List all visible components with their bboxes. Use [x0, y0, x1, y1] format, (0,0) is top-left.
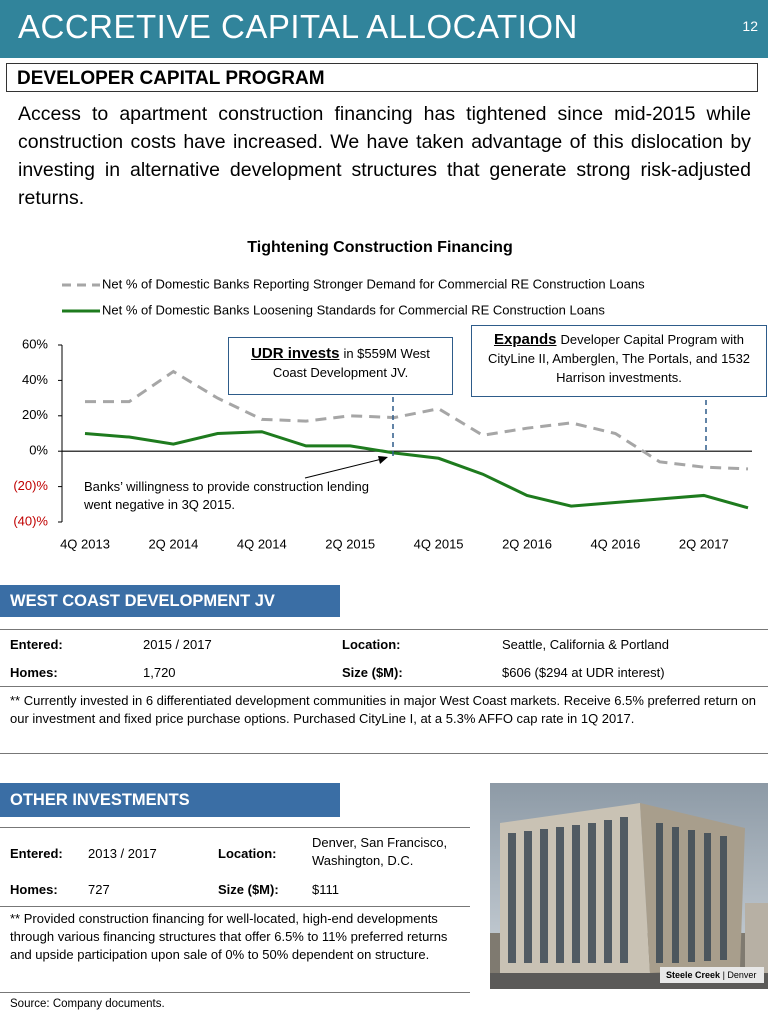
- callout-text: in $559M West Coast Development JV.: [272, 346, 430, 380]
- header-title: ACCRETIVE CAPITAL ALLOCATION: [18, 8, 578, 45]
- caption-rest: | Denver: [723, 970, 757, 980]
- note: ** Currently invested in 6 differentiate…: [10, 693, 756, 726]
- cell-value: 1,720: [143, 665, 176, 680]
- y-tick-label: 0%: [29, 443, 48, 458]
- cell-value: 2013 / 2017: [88, 846, 157, 861]
- x-tick-label: 4Q 2014: [237, 536, 287, 551]
- cell-value: 2015 / 2017: [143, 637, 212, 652]
- cell-label: Size ($M):: [218, 882, 279, 897]
- x-tick-label: 2Q 2017: [679, 536, 729, 551]
- rule: [0, 629, 768, 630]
- rule: [0, 992, 470, 993]
- arrow-shaft: [304, 458, 383, 479]
- callout-bold: Expands: [493, 331, 557, 348]
- series-line: [84, 430, 749, 510]
- x-tick-label: 4Q 2015: [414, 536, 464, 551]
- cell-label: Location:: [218, 846, 277, 861]
- source: Source: Company documents.: [10, 998, 165, 1010]
- cell-value: $606 ($294 at UDR interest): [502, 665, 665, 680]
- caption-bold: Steele Creek: [666, 970, 721, 980]
- rule: [0, 753, 768, 754]
- section-body: Access to apartment construction financi…: [18, 103, 751, 209]
- header-bar: [0, 0, 768, 58]
- photo: Steele Creek | Denver: [490, 783, 768, 989]
- cell-value: Seattle, California & Portland: [502, 637, 669, 652]
- cell-label: Homes:: [10, 665, 58, 680]
- callout: UDR invests in $559M West Coast Developme…: [228, 337, 453, 395]
- cell-label: Size ($M):: [342, 665, 403, 680]
- rule: [0, 906, 470, 907]
- chart: Tightening Construction Financing Net % o…: [13, 239, 752, 551]
- cell-label: Location:: [342, 637, 401, 652]
- cell-value: $111: [312, 882, 339, 897]
- note: ** Provided construction financing for w…: [10, 911, 448, 962]
- x-tick-label: 2Q 2015: [325, 536, 375, 551]
- chart-title: Tightening Construction Financing: [247, 239, 512, 256]
- photo-caption: Steele Creek | Denver: [666, 970, 756, 980]
- legend-label: Net % of Domestic Banks Reporting Strong…: [102, 276, 645, 291]
- x-tick-label: 4Q 2013: [60, 536, 110, 551]
- y-tick-label: (20)%: [13, 478, 48, 493]
- legend-label: Net % of Domestic Banks Loosening Standa…: [102, 302, 605, 317]
- x-tick-label: 2Q 2016: [502, 536, 552, 551]
- cell-label: Entered:: [10, 637, 63, 652]
- cell-value: Denver, San Francisco, Washington, D.C.: [312, 835, 448, 868]
- rule: [0, 827, 470, 828]
- annotation: Banks’ willingness to provide constructi…: [84, 479, 369, 512]
- y-tick-label: 20%: [22, 407, 48, 422]
- callout-bold: UDR invests: [251, 345, 340, 362]
- section-title: DEVELOPER CAPITAL PROGRAM: [6, 63, 758, 92]
- cell-label: Entered:: [10, 846, 63, 861]
- y-tick-label: 40%: [22, 372, 48, 387]
- section-bar: OTHER INVESTMENTS: [0, 783, 340, 817]
- callout-text: Developer Capital Program with CityLine …: [487, 332, 751, 385]
- cell-value: 727: [88, 882, 110, 897]
- section-bar: WEST COAST DEVELOPMENT JV: [0, 585, 340, 617]
- rule: [0, 686, 768, 687]
- callout: Expands Developer Capital Program with Ci…: [471, 325, 767, 397]
- y-tick-label: (40)%: [13, 513, 48, 528]
- arrow-head: [378, 456, 388, 464]
- x-tick-label: 4Q 2016: [590, 536, 640, 551]
- x-tick-label: 2Q 2014: [148, 536, 198, 551]
- cell-label: Homes:: [10, 882, 58, 897]
- y-tick-label: 60%: [22, 336, 48, 351]
- page-number: 12: [742, 18, 758, 34]
